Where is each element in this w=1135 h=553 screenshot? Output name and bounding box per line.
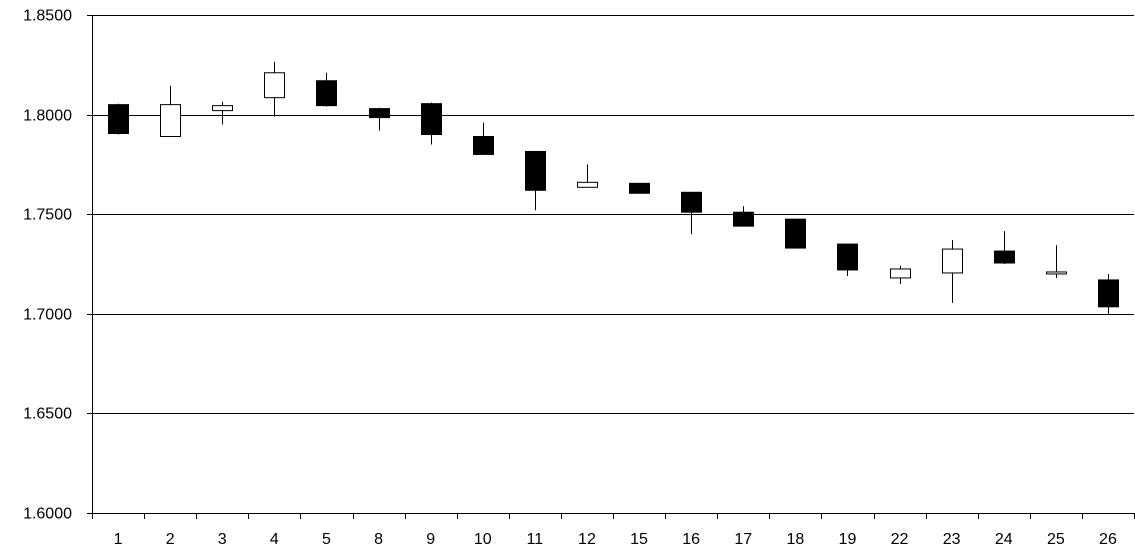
y-tick-label: 1.8000: [23, 108, 72, 125]
y-tick-label: 1.7000: [23, 307, 72, 324]
x-tick-label: 18: [786, 531, 804, 548]
candle: [1098, 273, 1119, 315]
candle: [369, 107, 390, 131]
candles: [108, 61, 1119, 315]
x-tick-label: 8: [374, 531, 383, 548]
axes: [87, 15, 1135, 519]
y-axis-tick-labels: 1.6000 1.6500 1.7000 1.7500 1.8000 1.8500: [23, 8, 72, 523]
y-tick-label: 1.6500: [23, 406, 72, 423]
x-tick-label: 19: [839, 531, 857, 548]
grid-lines: [92, 15, 1134, 414]
x-tick-label: 24: [995, 531, 1013, 548]
candle-body-up: [890, 268, 911, 279]
candle-body-up: [160, 104, 181, 138]
candle: [837, 243, 858, 276]
candle: [994, 231, 1015, 264]
candle-body-down: [316, 80, 337, 107]
candle: [473, 122, 494, 155]
candle-body-down: [681, 191, 702, 213]
candle: [160, 85, 181, 138]
x-tick-label: 5: [322, 531, 331, 548]
candle-body-down: [421, 103, 442, 136]
candle-body-down: [785, 218, 806, 249]
candle-body-up: [577, 181, 598, 188]
candle: [212, 101, 233, 125]
x-tick-label: 17: [734, 531, 752, 548]
candle: [421, 102, 442, 145]
x-tick-label: 2: [166, 531, 175, 548]
candle-body-up: [942, 248, 963, 274]
x-tick-label: 1: [114, 531, 123, 548]
candle: [629, 182, 650, 194]
x-tick-label: 4: [270, 531, 279, 548]
candle-body-down: [733, 211, 754, 227]
candle: [785, 218, 806, 249]
x-tick-label: 15: [630, 531, 648, 548]
candle-body-down: [525, 150, 546, 191]
candle: [1046, 245, 1067, 278]
candle: [681, 191, 702, 235]
candle-body-down: [629, 182, 650, 194]
x-tick-label: 23: [943, 531, 961, 548]
x-tick-label: 12: [578, 531, 596, 548]
candle: [942, 240, 963, 303]
candle: [525, 150, 546, 211]
y-tick-label: 1.7500: [23, 207, 72, 224]
candle-body-down: [108, 104, 129, 135]
x-tick-label: 16: [682, 531, 700, 548]
x-axis-tick-labels: 1 2 3 4 5 8 9 10 11 12 15 16 17 18 19 22 23 24 25 26: [114, 531, 1117, 548]
candle-body-down: [837, 243, 858, 271]
x-tick-label: 10: [474, 531, 492, 548]
candle: [890, 265, 911, 284]
candle-body-up: [264, 72, 285, 99]
candle: [733, 206, 754, 227]
candle-body-down: [473, 136, 494, 155]
candle: [264, 61, 285, 117]
y-tick-label: 1.8500: [23, 8, 72, 25]
candle-body-down: [1098, 279, 1119, 308]
x-tick-label: 22: [891, 531, 909, 548]
candle-body-up: [212, 105, 233, 112]
candle-body-down: [994, 250, 1015, 264]
candle-body-down: [369, 108, 390, 119]
x-tick-label: 3: [218, 531, 227, 548]
x-tick-label: 9: [426, 531, 435, 548]
x-tick-label: 25: [1047, 531, 1065, 548]
candle: [577, 164, 598, 188]
x-tick-label: 26: [1099, 531, 1117, 548]
candle: [316, 72, 337, 107]
y-tick-label: 1.6000: [23, 506, 72, 523]
candle: [108, 103, 129, 135]
candle-body-up: [1046, 271, 1067, 275]
x-tick-label: 11: [527, 531, 544, 548]
